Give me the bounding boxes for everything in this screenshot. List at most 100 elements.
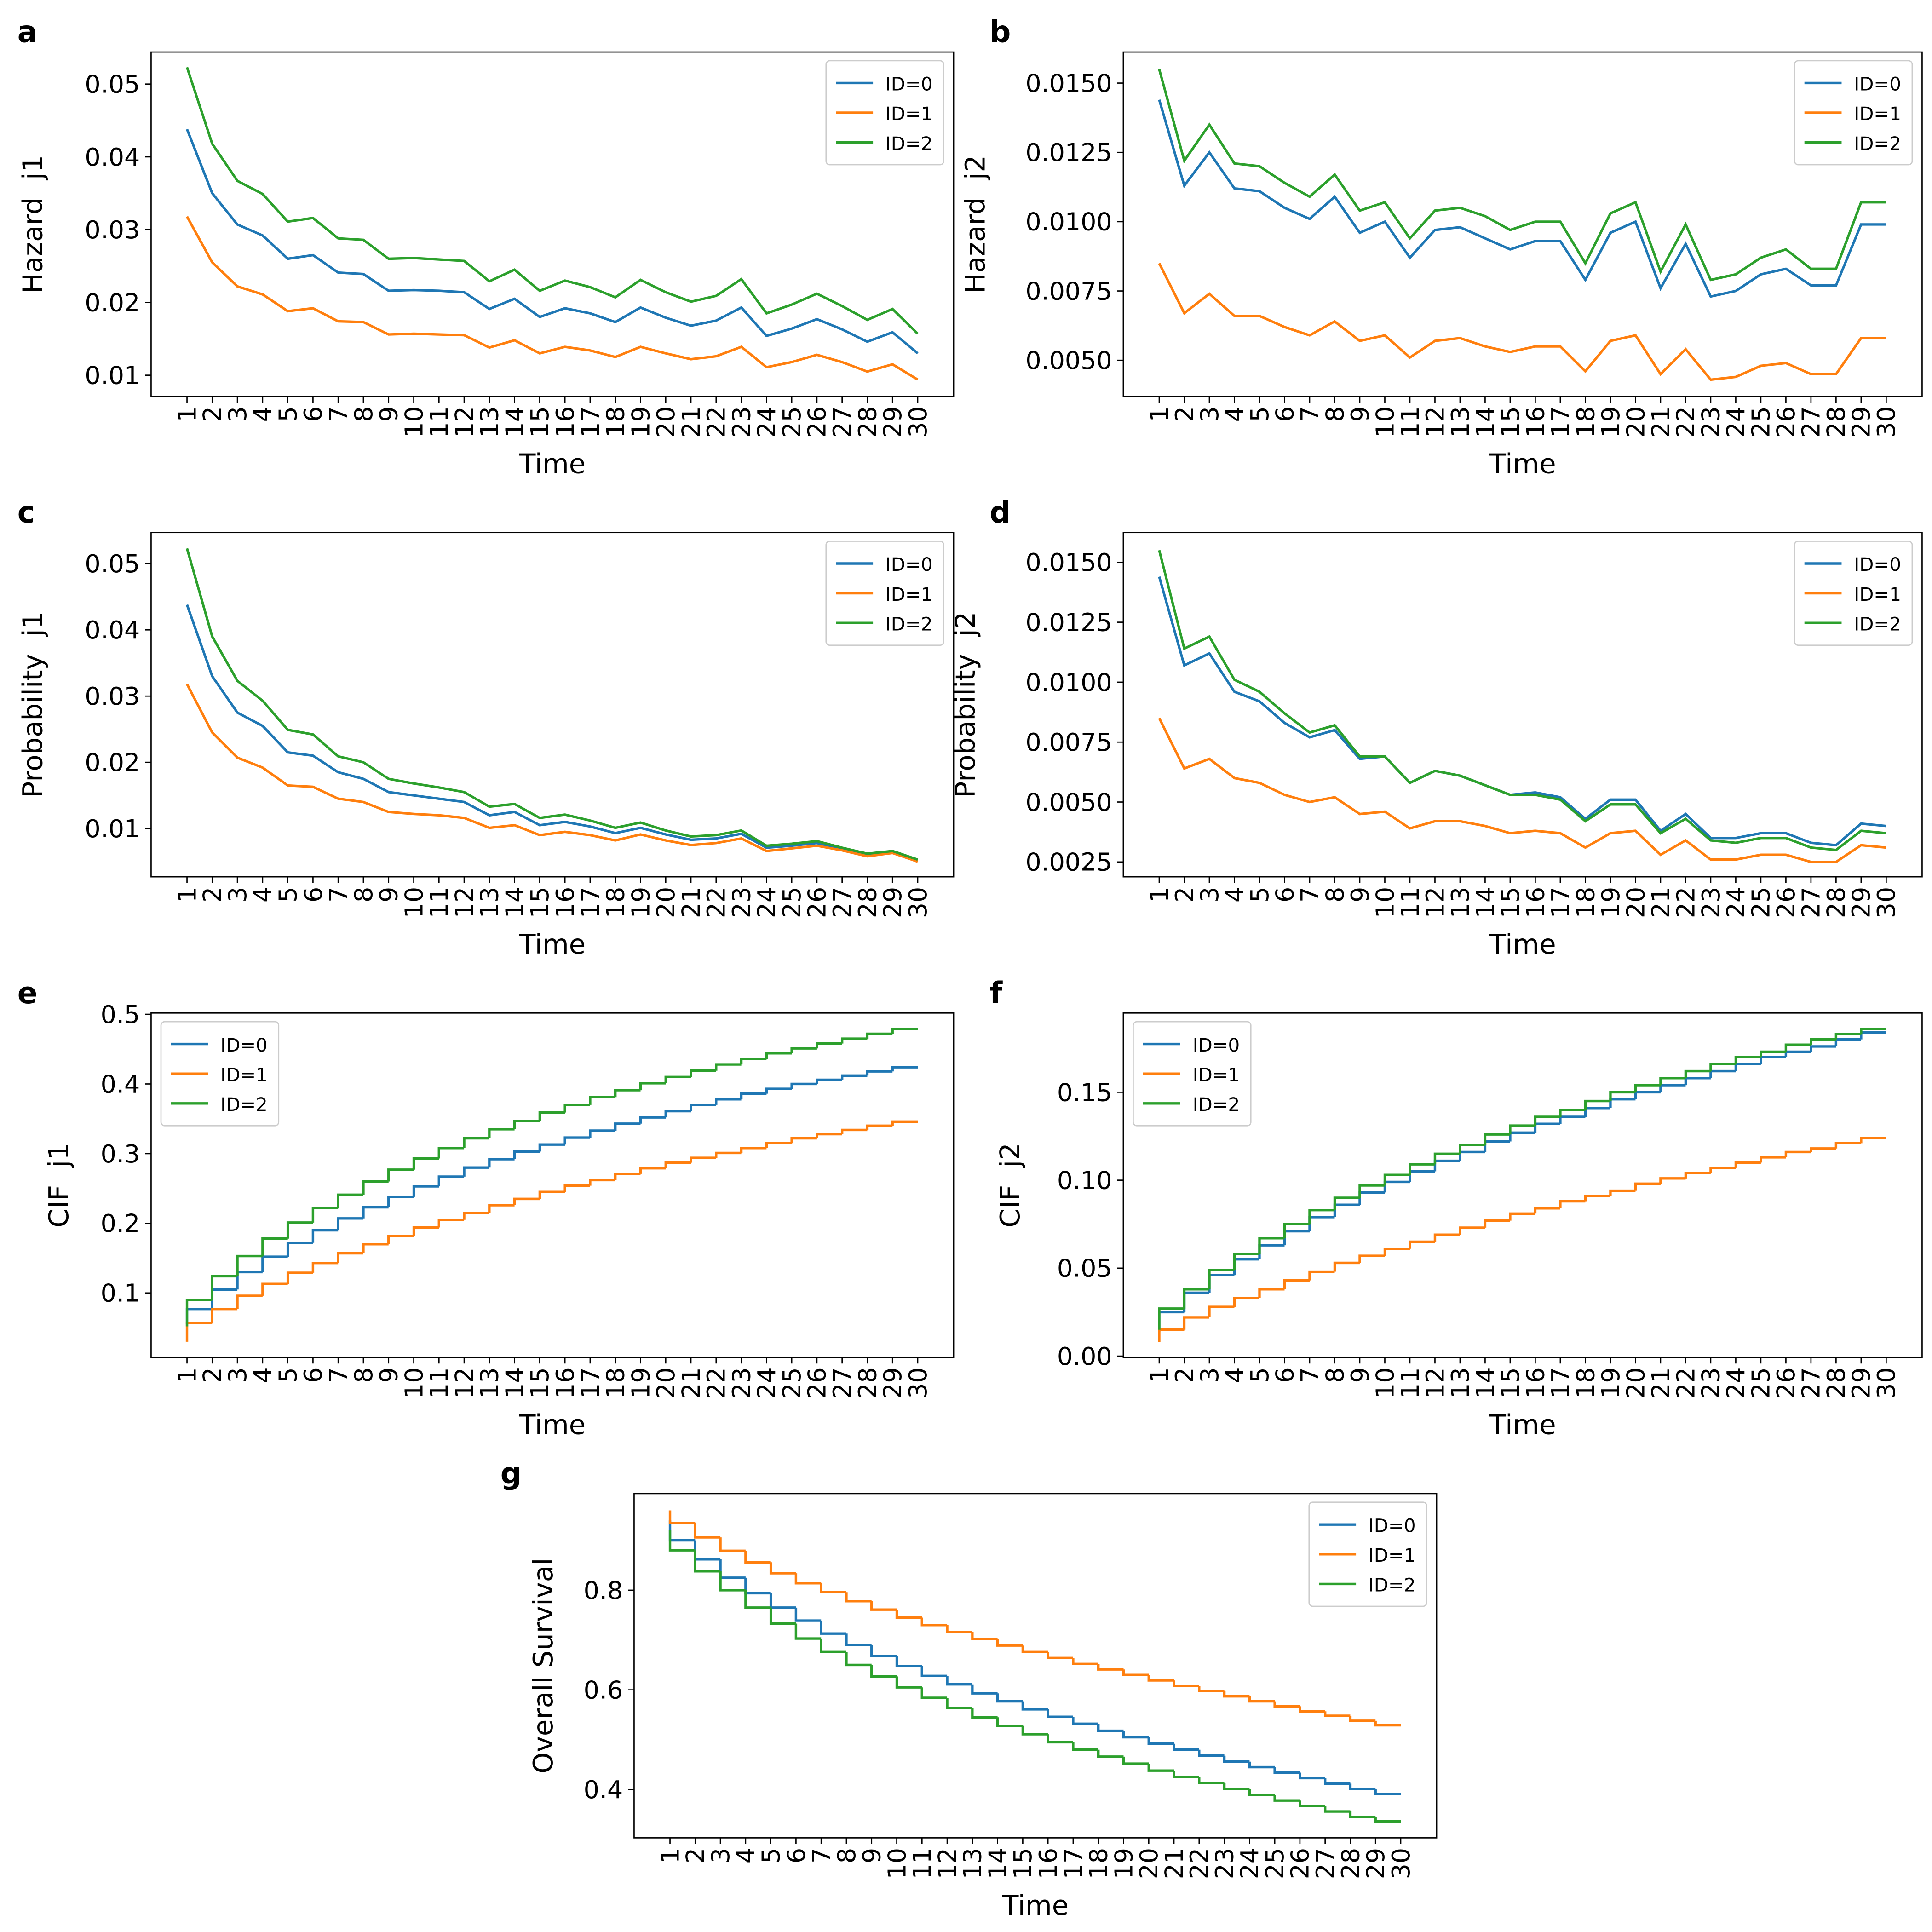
x-tick-label: 15	[1496, 406, 1525, 438]
x-tick-label: 17	[1546, 887, 1575, 919]
series-step	[694, 1540, 721, 1561]
x-tick-label: 20	[1134, 1848, 1163, 1880]
x-tick-label: 6	[299, 887, 328, 903]
x-tick-label: 3	[223, 406, 252, 422]
series-step	[1484, 1140, 1510, 1152]
series-step	[1021, 1701, 1048, 1711]
series-step	[1559, 1108, 1586, 1117]
series-step	[362, 1180, 389, 1195]
x-tick-label: 8	[832, 1848, 861, 1863]
series-step	[1734, 1161, 1761, 1168]
x-tick-label: 11	[425, 1367, 454, 1399]
series-step	[946, 1676, 972, 1686]
x-tick-label: 6	[1270, 1367, 1299, 1383]
series-step	[1509, 1212, 1535, 1221]
series-step	[719, 1537, 746, 1552]
series-step	[1349, 1716, 1376, 1722]
series-step	[1046, 1709, 1073, 1718]
legend-label: ID=2	[220, 1094, 268, 1116]
x-tick-label: 5	[1245, 887, 1274, 903]
x-tick-label: 13	[1446, 887, 1475, 919]
series-step	[769, 1593, 796, 1609]
x-tick-label: 21	[1160, 1848, 1189, 1880]
series-step	[1248, 1696, 1275, 1703]
y-tick-label: 0.15	[1057, 1078, 1112, 1107]
series-step	[1046, 1734, 1073, 1744]
x-tick-label: 5	[756, 1848, 785, 1863]
series-line	[186, 684, 918, 863]
y-tick-label: 0.0075	[1025, 728, 1112, 757]
series-step	[794, 1623, 822, 1640]
y-tick-label: 0.0150	[1025, 548, 1112, 577]
series-step	[538, 1143, 565, 1152]
series-line	[1158, 576, 1886, 847]
x-tick-label: 14	[1471, 406, 1500, 438]
series-step	[538, 1111, 565, 1121]
plot-frame	[633, 1493, 1438, 1839]
series-step	[1299, 1772, 1325, 1780]
panel-letter: b	[989, 15, 1011, 50]
x-tick-label: 16	[551, 1367, 580, 1399]
x-tick-label: 29	[878, 1367, 907, 1399]
x-tick-label: 4	[248, 887, 277, 903]
series-step	[820, 1583, 846, 1593]
x-tick-label: 19	[626, 1367, 655, 1399]
x-tick-label: 30	[903, 406, 932, 438]
y-tick-label: 0.6	[584, 1676, 623, 1705]
x-tick-label: 21	[677, 1367, 706, 1399]
y-tick-label: 0.05	[1057, 1254, 1112, 1283]
x-tick-label: 24	[752, 1367, 781, 1399]
series-step	[639, 1082, 666, 1091]
x-tick-label: 11	[1396, 406, 1425, 438]
x-tick-label: 20	[651, 1367, 680, 1399]
series-step	[866, 1032, 893, 1039]
series-step	[286, 1221, 313, 1239]
series-step	[236, 1254, 263, 1276]
series-step	[820, 1639, 846, 1653]
x-tick-label: 19	[1596, 887, 1625, 919]
x-tick-label: 11	[425, 406, 454, 438]
x-tick-label: 3	[223, 887, 252, 903]
series-step	[664, 1161, 691, 1168]
x-tick-label: 5	[1245, 1367, 1274, 1383]
x-tick-label: 14	[500, 887, 529, 919]
series-step	[337, 1252, 363, 1263]
series-step	[1258, 1288, 1285, 1298]
x-tick-label: 13	[958, 1848, 987, 1880]
series-step	[895, 1656, 922, 1668]
series-step	[1534, 1207, 1560, 1214]
x-tick-label: 16	[1521, 406, 1550, 438]
x-tick-label: 23	[727, 406, 756, 438]
series-step	[211, 1288, 238, 1309]
x-tick-label: 18	[1571, 887, 1600, 919]
series-step	[1559, 1200, 1586, 1208]
y-tick-label: 0.04	[85, 143, 140, 172]
series-line	[186, 128, 919, 355]
x-tick-label: 10	[1370, 887, 1399, 919]
x-tick-label: 29	[1847, 1367, 1876, 1399]
x-tick-label: 26	[803, 406, 832, 438]
x-tick-label: 27	[1311, 1848, 1340, 1880]
x-tick-label: 7	[807, 1848, 836, 1863]
x-tick-label: 6	[1270, 406, 1299, 422]
series-line	[186, 216, 919, 381]
series-step	[538, 1190, 565, 1199]
series-step	[1273, 1701, 1300, 1708]
y-tick-label: 0.4	[584, 1775, 623, 1804]
series-line	[1158, 550, 1886, 851]
series-step	[261, 1282, 288, 1296]
x-tick-label: 13	[475, 887, 504, 919]
x-tick-label: 29	[1361, 1848, 1390, 1880]
series-step	[1323, 1806, 1351, 1813]
series-step	[1208, 1274, 1235, 1293]
x-axis-label: Time	[1489, 448, 1556, 479]
series-step	[1374, 1817, 1401, 1823]
legend-label: ID=2	[886, 613, 933, 635]
series-step	[765, 1087, 792, 1094]
series-step	[715, 1151, 742, 1158]
series-step	[920, 1617, 948, 1627]
series-step	[1308, 1216, 1335, 1231]
series-step	[1258, 1237, 1285, 1254]
legend-label: ID=0	[1368, 1515, 1416, 1536]
y-tick-label: 0.1	[101, 1279, 140, 1308]
